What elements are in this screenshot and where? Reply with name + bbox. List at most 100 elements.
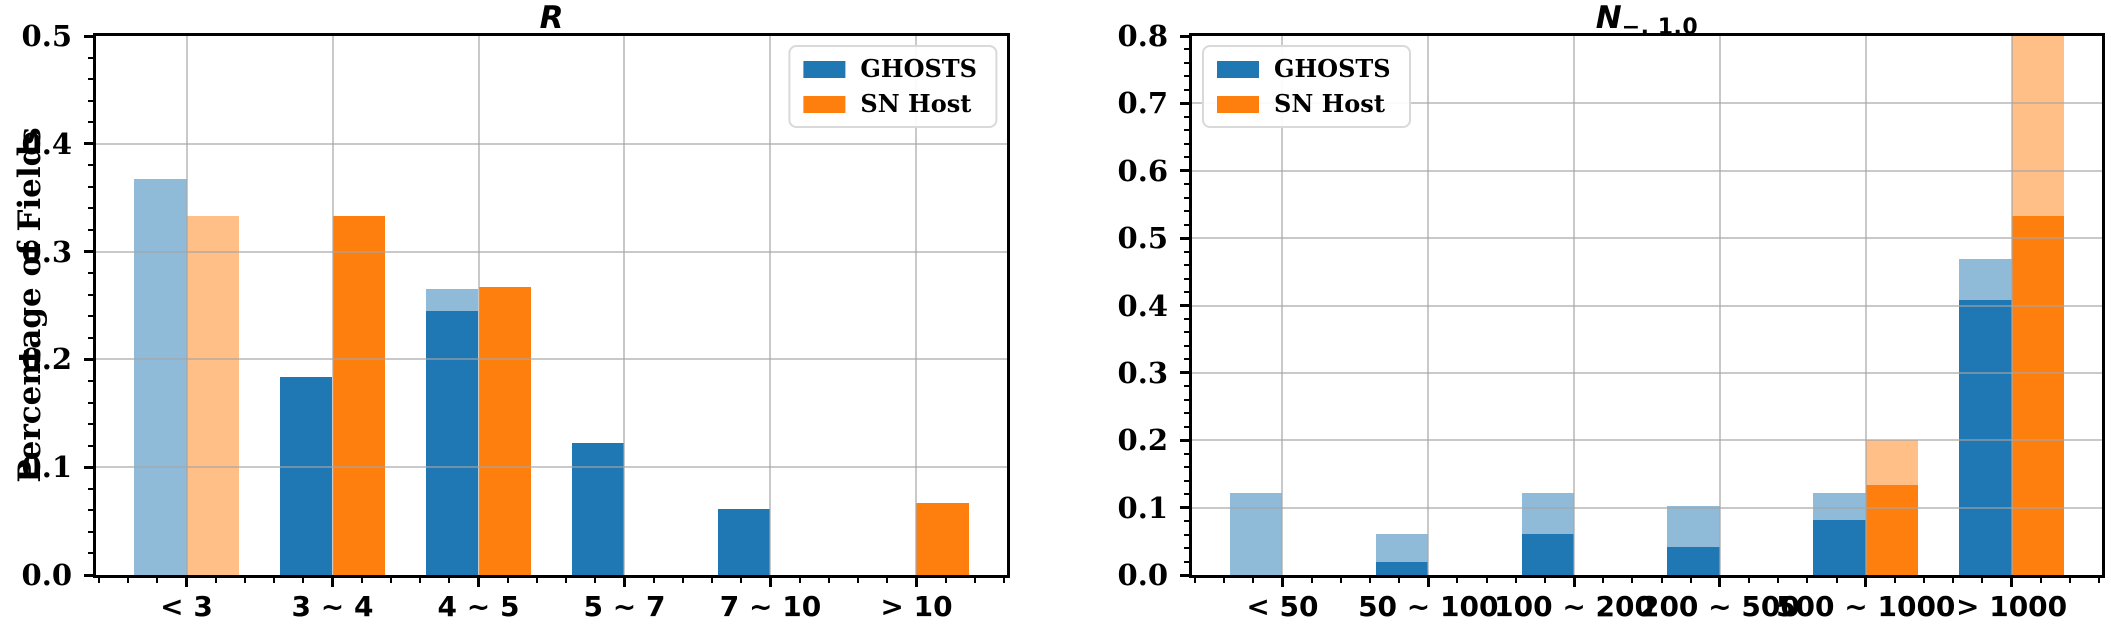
y-minor-tick — [88, 293, 93, 296]
bar-sn_host — [478, 287, 532, 575]
bar-sn_host — [2011, 215, 2065, 575]
y-minor-tick — [88, 379, 93, 382]
y-minor-tick — [1184, 398, 1189, 401]
y-major-tick — [1180, 371, 1189, 375]
x-minor-tick — [127, 578, 130, 583]
x-minor-tick — [1660, 578, 1663, 583]
gridline — [331, 36, 334, 575]
gridline — [1192, 169, 2102, 172]
x-minor-tick — [1952, 578, 1955, 583]
y-tick-label: 0.0 — [21, 558, 72, 592]
y-minor-tick — [1184, 520, 1189, 523]
gridline — [2010, 36, 2013, 575]
y-major-tick — [1180, 573, 1189, 577]
x-minor-tick — [827, 578, 830, 583]
chart-title-n-main: N — [1595, 0, 1622, 36]
x-minor-tick — [1631, 578, 1634, 583]
x-minor-tick — [711, 578, 714, 583]
bar-ghosts — [717, 509, 771, 575]
y-major-tick — [1180, 304, 1189, 307]
x-tick-label: 200 ~ 500 — [1639, 590, 1800, 623]
x-minor-tick — [1835, 578, 1838, 583]
y-minor-tick — [1184, 88, 1189, 91]
x-major-tick — [1426, 578, 1430, 587]
legend-label-sn-host: SN Host — [860, 89, 972, 118]
x-minor-tick — [1543, 578, 1546, 583]
y-minor-tick — [88, 552, 93, 555]
bar-ghosts-faded — [133, 179, 187, 575]
x-minor-tick — [1003, 578, 1006, 583]
x-minor-tick — [1689, 578, 1692, 583]
y-minor-tick — [88, 336, 93, 339]
y-minor-tick — [1184, 479, 1189, 482]
x-major-tick — [768, 578, 772, 587]
y-tick-label: 0.2 — [1117, 423, 1168, 458]
y-minor-tick — [88, 530, 93, 533]
bar-sn_host — [916, 502, 970, 575]
y-minor-tick — [88, 444, 93, 447]
y-major-tick — [1180, 438, 1189, 442]
gridline — [769, 36, 772, 575]
y-minor-tick — [88, 164, 93, 167]
y-minor-tick — [1184, 317, 1189, 320]
bar-ghosts — [1667, 547, 1720, 575]
x-minor-tick — [1339, 578, 1342, 583]
y-major-tick — [1180, 506, 1189, 510]
x-tick-label: > 1000 — [1956, 590, 2068, 623]
gridline — [623, 36, 626, 575]
x-minor-tick — [886, 578, 889, 583]
x-tick-label: 4 ~ 5 — [437, 590, 520, 623]
y-tick-label: 0.4 — [21, 126, 72, 161]
x-minor-tick — [565, 578, 568, 583]
x-minor-tick — [594, 578, 597, 583]
x-minor-tick — [1806, 578, 1809, 583]
plot-area-n — [1189, 33, 2105, 578]
y-major-tick — [84, 34, 93, 38]
y-tick-label: 0.4 — [1117, 288, 1168, 323]
x-minor-tick — [944, 578, 947, 583]
x-minor-tick — [2039, 578, 2042, 583]
x-minor-tick — [1456, 578, 1459, 583]
x-minor-tick — [1602, 578, 1605, 583]
x-minor-tick — [857, 578, 860, 583]
gridline — [1281, 36, 1284, 575]
y-minor-tick — [88, 272, 93, 275]
x-minor-tick — [1193, 578, 1196, 583]
legend-label-sn-host: SN Host — [1274, 89, 1385, 118]
bar-sn_host — [1865, 485, 1919, 575]
y-major-tick — [84, 573, 93, 577]
x-major-tick — [477, 578, 480, 587]
y-minor-tick — [88, 56, 93, 59]
gridline — [1427, 36, 1430, 575]
x-major-tick — [1280, 578, 1284, 587]
x-major-tick — [1572, 578, 1576, 587]
gridline — [96, 466, 1007, 469]
x-minor-tick — [302, 578, 305, 583]
bar-ghosts — [279, 376, 333, 575]
chart-title-r-main: R — [539, 0, 564, 36]
x-major-tick — [331, 578, 334, 587]
y-minor-tick — [88, 99, 93, 102]
y-minor-tick — [1184, 75, 1189, 78]
legend-item-ghosts: GHOSTS — [803, 56, 977, 82]
y-minor-tick — [1184, 547, 1189, 550]
x-tick-label: < 3 — [160, 590, 213, 623]
y-minor-tick — [88, 207, 93, 210]
gridline — [1718, 36, 1721, 575]
x-minor-tick — [973, 578, 976, 583]
legend-r: GHOSTS SN Host — [788, 45, 997, 128]
gridline — [185, 36, 188, 575]
y-minor-tick — [88, 315, 93, 318]
y-major-tick — [1180, 101, 1189, 105]
x-major-tick — [914, 578, 918, 587]
x-tick-label: 50 ~ 100 — [1358, 590, 1499, 623]
y-minor-tick — [1184, 250, 1189, 253]
y-minor-tick — [88, 121, 93, 124]
gridline — [96, 142, 1007, 145]
gridline — [1573, 36, 1576, 575]
y-minor-tick — [1184, 196, 1189, 199]
y-minor-tick — [1184, 291, 1189, 294]
y-minor-tick — [1184, 115, 1189, 118]
x-minor-tick — [798, 578, 801, 583]
y-tick-label: 0.1 — [1117, 490, 1168, 525]
